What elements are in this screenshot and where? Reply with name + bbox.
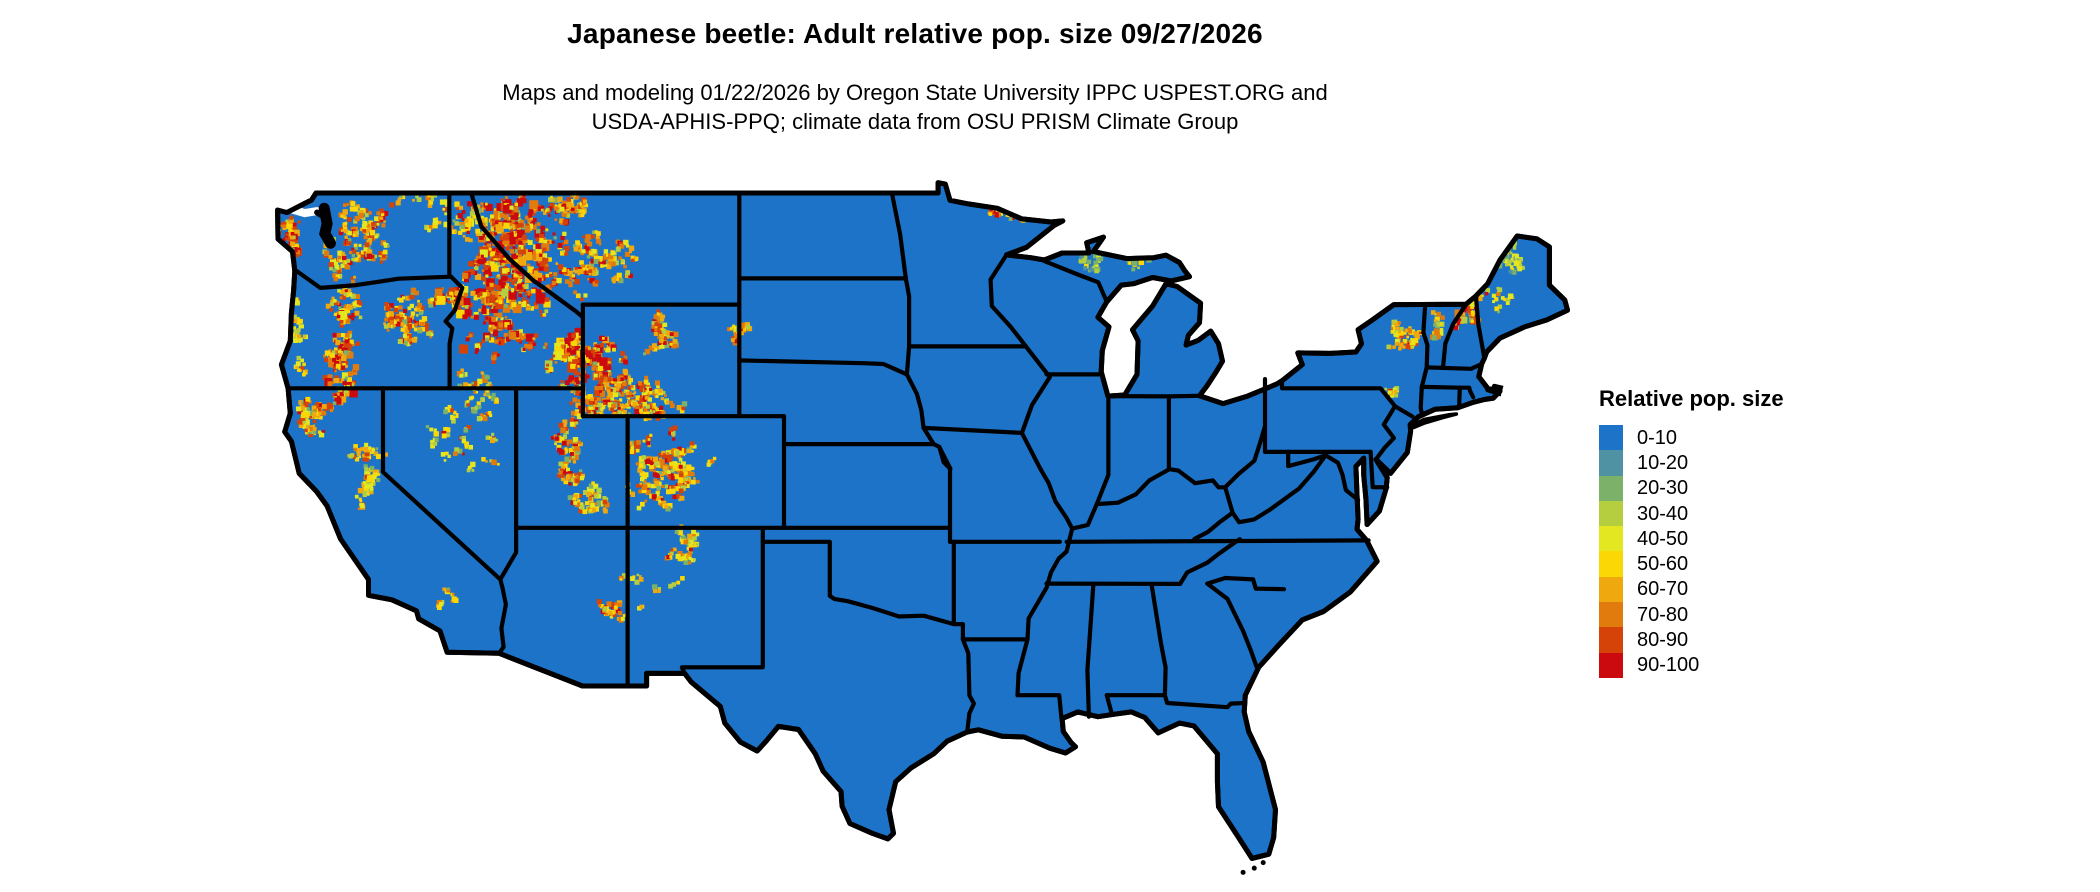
florida-keys [1260,860,1266,866]
legend-label: 30-40 [1637,502,1689,525]
legend-label: 80-90 [1637,629,1689,652]
legend-item: 90-100 [1599,652,1784,678]
legend-item: 40-50 [1599,526,1784,552]
florida-keys [1251,865,1257,871]
legend-label: 40-50 [1637,527,1689,550]
page-title: Japanese beetle: Adult relative pop. siz… [567,18,1263,49]
legend-item: 80-90 [1599,627,1784,653]
legend-swatch [1599,425,1623,451]
legend-item: 70-80 [1599,602,1784,628]
legend-label: 70-80 [1637,603,1689,626]
legend-label: 60-70 [1637,578,1689,601]
legend-title: Relative pop. size [1599,386,1784,411]
legend-swatch [1599,475,1623,501]
legend-swatch [1599,652,1623,678]
cape-cod [1485,383,1504,397]
subtitle-line-2: USDA-APHIS-PPQ; climate data from OSU PR… [591,109,1239,134]
legend-swatch [1599,526,1623,552]
legend-swatch [1599,500,1623,527]
legend-swatch [1599,551,1623,577]
legend-item: 50-60 [1599,551,1784,577]
legend-swatch [1599,627,1623,653]
legend-item: 60-70 [1599,576,1784,603]
puget-sound [318,202,336,249]
legend-label: 10-20 [1637,451,1689,474]
legend-item: 20-30 [1599,475,1784,501]
legend-swatch [1599,602,1623,628]
legend-label: 20-30 [1637,477,1689,500]
subtitle-line-1: Maps and modeling 01/22/2026 by Oregon S… [502,80,1328,105]
legend-swatch [1599,576,1623,603]
legend-rows: 0-10 10-20 20-30 30-40 40-50 50-60 60-70 70-80 8… [1599,425,1784,678]
florida-keys [1240,869,1246,875]
legend-item: 0-10 [1599,425,1784,451]
legend-swatch [1599,450,1623,476]
page-subtitle: Maps and modeling 01/22/2026 by Oregon S… [0,78,1830,136]
legend-label: 90-100 [1637,654,1700,677]
state-borders [275,180,1570,861]
legend-item: 10-20 [1599,450,1784,476]
legend: Relative pop. size 0-10 10-20 20-30 30-40 40… [1599,386,1784,678]
legend-label: 50-60 [1637,553,1689,576]
legend-label: 0-10 [1637,426,1678,449]
legend-item: 30-40 [1599,500,1784,527]
coastal-details [314,202,1504,875]
